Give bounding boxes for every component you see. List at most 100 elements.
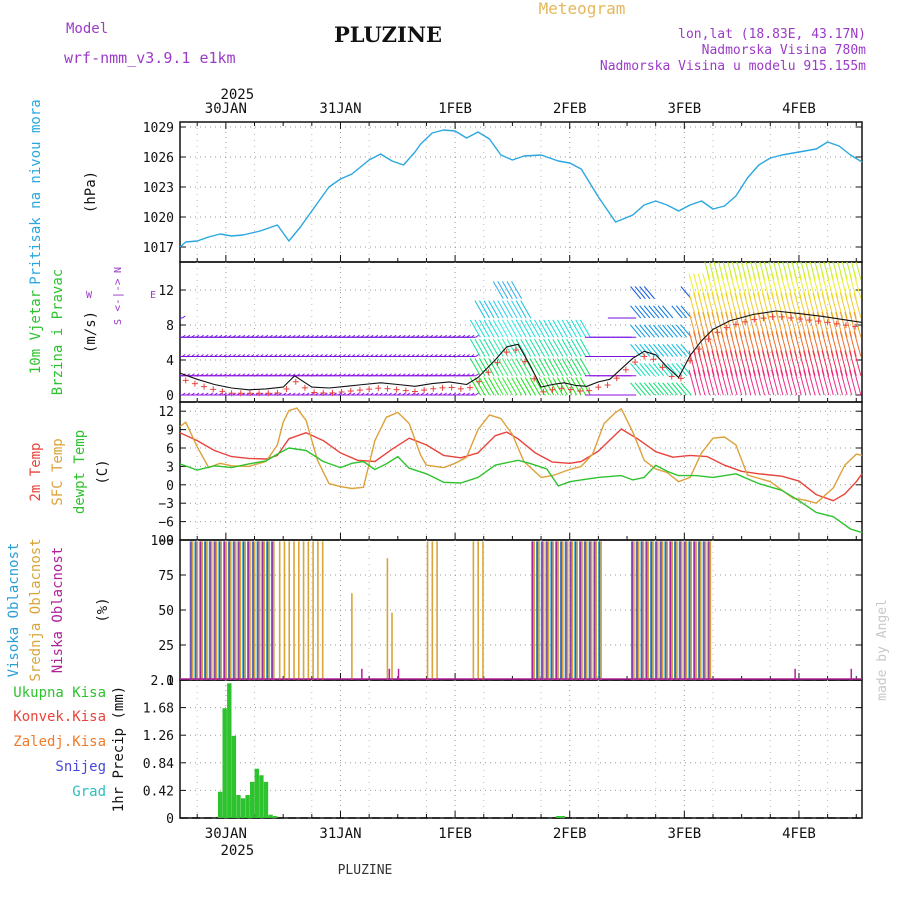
cloud-bar-mid — [293, 541, 295, 680]
wind-barb — [759, 262, 766, 280]
pressure-label: Pritisak na nivou mora — [28, 99, 44, 284]
wind-barb — [547, 338, 559, 357]
bottom-date-label: 2FEB — [553, 826, 587, 842]
cloud-bar-mid — [585, 541, 588, 680]
cloud-bar-mid — [685, 541, 688, 680]
wind-barb — [534, 338, 545, 357]
wind-barb — [483, 377, 495, 396]
wind-barb-head — [182, 315, 186, 319]
wind-barb — [786, 262, 793, 280]
cloud-bar-low — [646, 541, 648, 680]
wind-barb — [506, 281, 518, 300]
cloud-bar-low-small — [397, 668, 400, 680]
wind-barb — [529, 338, 541, 357]
wind-barb — [570, 338, 582, 357]
wind-barb — [754, 262, 761, 280]
y-tick-label: 9 — [166, 424, 174, 439]
cloud-bar-low — [693, 541, 695, 680]
wind-barb — [711, 350, 720, 376]
wind-barb — [474, 300, 486, 319]
precip-bar — [236, 795, 241, 818]
wind-barb — [474, 338, 486, 357]
wind-barb — [469, 358, 481, 377]
wind-barb — [807, 350, 816, 376]
wind-barb — [479, 319, 490, 338]
wind-barb — [716, 273, 724, 299]
wind-barb — [800, 262, 807, 280]
wind-barb — [524, 319, 536, 338]
bottom-date-label: 4FEB — [782, 826, 816, 842]
compass-s: S — [113, 319, 124, 325]
wind-barb — [748, 273, 756, 299]
wind-barb — [748, 331, 756, 357]
wind-barb — [761, 369, 770, 396]
wind-units: (m/s) — [83, 311, 99, 353]
wind-barb — [552, 358, 564, 377]
wind-barb — [796, 262, 802, 280]
wind-barb — [671, 382, 683, 396]
wind-barb — [727, 262, 733, 280]
cloud-bar-mid — [709, 541, 712, 680]
wind-barb — [775, 369, 784, 396]
wind-barb — [653, 324, 665, 338]
cloud-bar-mid — [351, 593, 353, 680]
wind-barb — [757, 331, 766, 357]
cloud-bar-mid — [317, 541, 319, 680]
wind-barb — [720, 292, 729, 319]
wind-barb — [784, 292, 793, 319]
wind-barb — [761, 273, 770, 299]
precip-bar — [272, 816, 278, 818]
wind-barb — [757, 369, 766, 396]
wind-barb — [688, 312, 697, 338]
wind-barb — [704, 262, 711, 280]
wind-barb — [653, 382, 665, 396]
model-label: Model — [66, 21, 108, 37]
wind-barb — [547, 358, 559, 377]
y-tick-label: 1017 — [143, 241, 174, 256]
cloud-bar-mid — [642, 541, 645, 680]
wind-barb — [566, 358, 578, 377]
wind-barb — [826, 350, 834, 376]
wind-barb — [693, 273, 701, 299]
wind-barb — [734, 369, 743, 396]
wind-barb — [729, 273, 738, 299]
wind-barb — [739, 312, 747, 338]
cloud-bar-mid — [244, 541, 246, 680]
y-tick-label: 4 — [166, 354, 174, 369]
cloud-bar-mid — [600, 541, 602, 680]
wind-barb — [849, 273, 857, 299]
wind-barb — [520, 358, 532, 377]
wind-barb — [846, 262, 853, 280]
wind-barb — [830, 273, 839, 299]
wind-barb — [803, 273, 811, 299]
cloud-bar-low — [631, 541, 633, 680]
wind-barb — [816, 331, 825, 357]
wind-barb — [798, 369, 807, 396]
wind-barb — [511, 338, 523, 357]
wind-barb — [570, 358, 582, 377]
cloud-bar-low — [674, 541, 676, 680]
wind-barb — [775, 331, 784, 357]
bottom-year-label: 2025 — [220, 843, 254, 859]
wind-barb — [836, 262, 839, 264]
wind-barb — [798, 331, 807, 357]
wind-barb — [666, 363, 678, 377]
y-tick-label: 50 — [158, 604, 174, 619]
wind-barb — [575, 338, 587, 357]
wind-barb — [731, 262, 733, 264]
cloud-bar-low — [679, 541, 681, 680]
wind-barb — [777, 262, 779, 264]
wind-barb — [830, 350, 839, 376]
precip-bar — [222, 708, 227, 818]
wind-barb — [634, 343, 646, 357]
wind-barb — [497, 358, 509, 377]
wind-barb — [706, 292, 715, 319]
wind-barb — [552, 319, 564, 338]
wind-barb — [630, 382, 642, 396]
wind-barb — [634, 324, 646, 338]
wind-barb — [711, 369, 720, 396]
cloud-bar-mid — [571, 541, 574, 680]
cloud-bar-low — [546, 541, 548, 680]
wind-barb — [853, 312, 862, 338]
cloud-bar-mid — [220, 541, 223, 680]
